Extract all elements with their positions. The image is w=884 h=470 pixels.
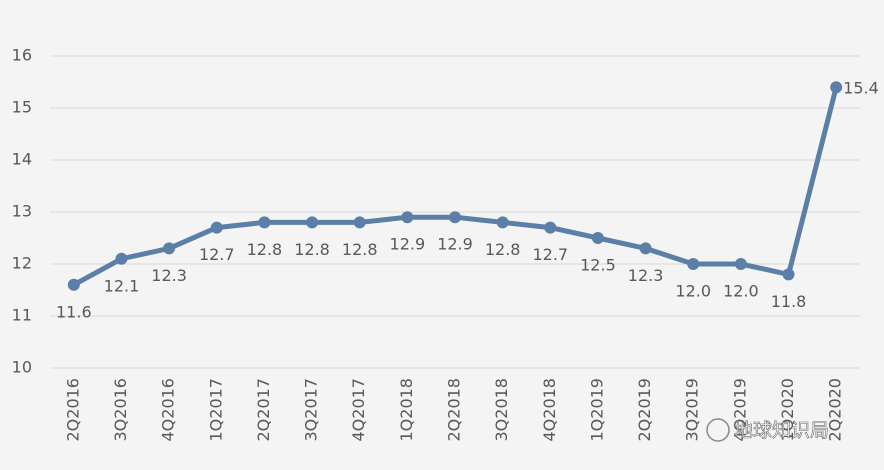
x-tick-label: 3Q2016 [111, 378, 130, 442]
data-label: 15.4 [843, 79, 879, 98]
point [353, 216, 366, 229]
data-label: 12.1 [104, 276, 140, 295]
data-label: 12.7 [199, 245, 235, 264]
x-tick-label: 1Q2019 [587, 378, 606, 442]
y-tick-label: 16 [12, 46, 32, 65]
data-label: 12.8 [247, 240, 283, 259]
point [163, 242, 176, 255]
x-tick-label: 2Q2019 [635, 378, 654, 442]
x-tick-label: 1Q2017 [206, 378, 225, 442]
x-tick-label: 2Q2020 [826, 378, 845, 442]
y-tick-label: 12 [12, 254, 32, 273]
point [306, 216, 319, 229]
x-tick-label: 4Q2019 [730, 378, 749, 442]
data-label: 12.8 [485, 240, 521, 259]
data-label: 12.0 [723, 282, 759, 301]
point [830, 81, 843, 94]
y-tick-label: 15 [12, 98, 32, 117]
data-label: 11.8 [771, 292, 807, 311]
data-label: 12.7 [532, 245, 568, 264]
watermark-group: 地球知识局 [706, 418, 829, 442]
data-label: 12.8 [342, 240, 378, 259]
data-label: 12.3 [151, 266, 187, 285]
watermark: 地球知识局 [734, 420, 829, 442]
y-tick-label: 13 [12, 202, 32, 221]
point [591, 232, 604, 244]
x-tick-label: 4Q2017 [349, 378, 368, 442]
x-tick-label: 3Q2017 [302, 378, 321, 442]
point [258, 216, 271, 229]
data-label: 12.5 [580, 256, 616, 275]
point [496, 216, 509, 229]
data-label: 12.3 [628, 266, 664, 285]
x-tick-label: 1Q2018 [397, 378, 416, 442]
point [687, 258, 700, 270]
data-label: 12.0 [675, 282, 711, 301]
y-tick-label: 10 [12, 358, 32, 377]
x-tick-label: 3Q2018 [492, 378, 511, 442]
y-tick-label: 11 [12, 306, 32, 325]
watermark-icon [706, 418, 730, 442]
x-tick-label: 3Q2019 [683, 378, 702, 442]
point [115, 252, 128, 265]
x-tick-label: 2Q2018 [445, 378, 464, 442]
y-tick-label: 14 [12, 150, 32, 169]
x-tick-label: 4Q2016 [159, 378, 178, 442]
data-label: 12.9 [390, 235, 426, 254]
point [67, 278, 80, 291]
data-label: 12.9 [437, 235, 473, 254]
x-tick-label: 4Q2018 [540, 378, 559, 442]
point [734, 258, 747, 270]
point [401, 211, 414, 224]
x-tick-label: 1Q2020 [778, 378, 797, 442]
point [782, 268, 795, 281]
x-tick-label: 2Q2017 [254, 378, 273, 442]
data-label: 12.8 [294, 240, 330, 259]
data-label: 11.6 [56, 302, 92, 321]
point [210, 221, 223, 234]
point [449, 211, 461, 224]
x-tick-label: 2Q2016 [63, 378, 82, 442]
point [544, 221, 557, 234]
point [639, 242, 652, 255]
